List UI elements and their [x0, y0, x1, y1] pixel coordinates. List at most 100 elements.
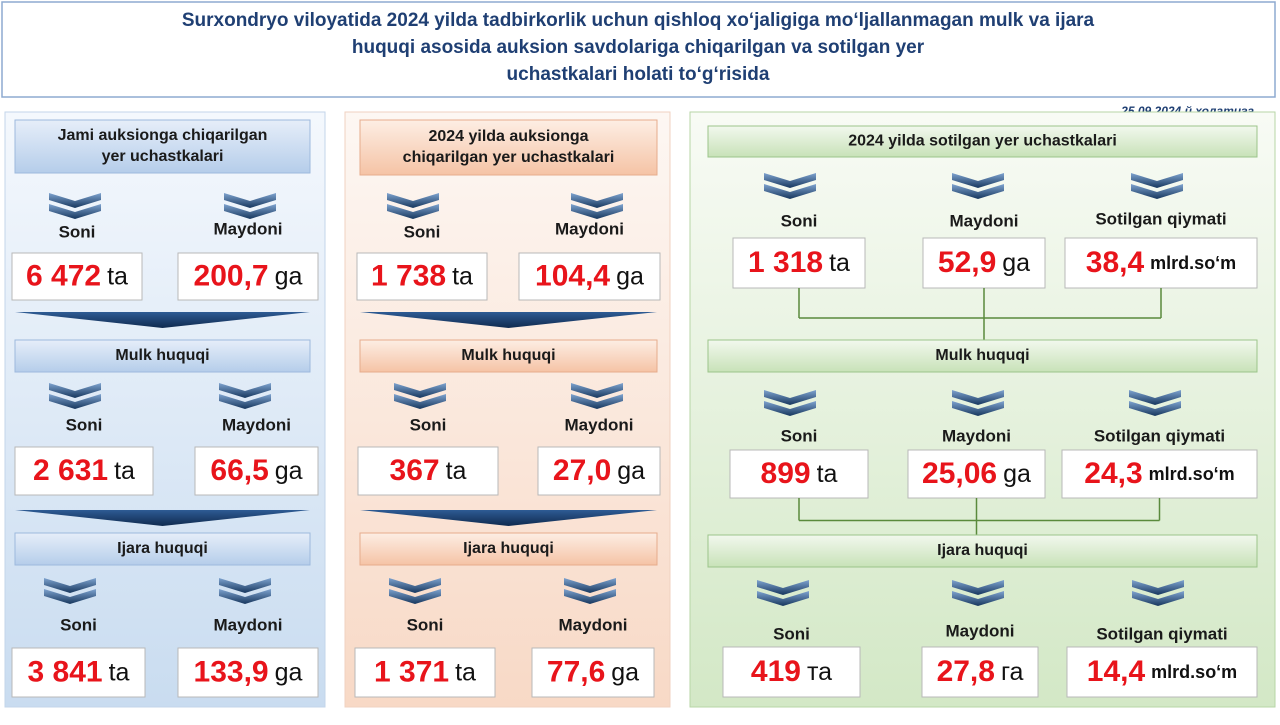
title-line: uchastkalari holati to‘g‘risida [507, 64, 770, 85]
section-heading: Mulk huquqi [115, 347, 209, 364]
value-unit: mlrd.so‘m [1150, 253, 1236, 273]
value-box [357, 446, 499, 496]
value-box [11, 252, 143, 301]
item-label: Sotilgan qiymati [1096, 624, 1227, 643]
item-label: Maydoni [214, 615, 283, 634]
value-box [177, 647, 319, 698]
item-label: Soni [407, 615, 444, 634]
value-text: 1 318 ta [748, 246, 850, 279]
chevron [219, 589, 271, 604]
chevron [764, 173, 816, 188]
chevron [224, 204, 276, 219]
chevron [219, 394, 271, 409]
value-number: 1 318 [748, 246, 823, 279]
value-number: 3 841 [28, 655, 103, 688]
flow-arrow [360, 312, 657, 328]
section-heading: 2024 yilda sotilgan yer uchastkalari [848, 133, 1117, 150]
chevron [1131, 184, 1183, 199]
value-text: 1 371 ta [374, 655, 476, 688]
value-unit: ga [1003, 460, 1031, 488]
value-text: 77,6 ga [547, 655, 639, 688]
item-label: Soni [781, 211, 818, 230]
chevron [952, 591, 1004, 606]
chevron [394, 394, 446, 409]
value-unit: ta [829, 249, 850, 277]
section-heading: yer uchastkalari [102, 148, 224, 165]
section-heading-box [14, 119, 311, 174]
value-unit: ta [107, 262, 128, 290]
section-heading-box [359, 532, 658, 566]
value-unit: ta [452, 262, 473, 290]
value-unit: ta [114, 457, 135, 485]
value-box [356, 252, 488, 301]
value-number: 25,06 [922, 457, 997, 490]
value-unit: ga [616, 262, 644, 290]
chevron [952, 173, 1004, 188]
value-number: 77,6 [547, 655, 605, 688]
value-box [354, 647, 496, 698]
value-text: 1 738 ta [371, 259, 473, 292]
header-box [1, 1, 1276, 98]
value-box [722, 646, 861, 698]
value-box [1064, 237, 1258, 289]
chevron [1129, 401, 1181, 416]
value-box [531, 647, 655, 698]
section-heading: Mulk huquqi [461, 347, 555, 364]
item-label: Maydoni [559, 615, 628, 634]
item-label: Soni [60, 615, 97, 634]
section-heading: chiqarilgan yer uchastkalari [403, 149, 615, 166]
value-unit: ga [275, 262, 303, 290]
item-label: Soni [410, 415, 447, 434]
value-box [537, 446, 661, 496]
value-text: 52,9 ga [938, 246, 1030, 279]
value-text: 14,4 mlrd.so‘m [1087, 655, 1237, 688]
value-number: 24,3 [1084, 457, 1142, 490]
chevron [219, 578, 271, 593]
value-box [194, 446, 319, 496]
item-label: Sotilgan qiymati [1095, 209, 1226, 228]
chevron [952, 184, 1004, 199]
value-unit: mlrd.so‘m [1149, 464, 1235, 484]
value-unit: mlrd.so‘m [1151, 662, 1237, 682]
value-unit: ga [275, 457, 303, 485]
value-text: 133,9 ga [194, 655, 303, 688]
item-label: Maydoni [942, 426, 1011, 445]
value-unit: ga [1002, 249, 1030, 277]
value-text: 419 та [751, 655, 832, 688]
value-box [921, 646, 1039, 698]
value-unit: ta [817, 460, 838, 488]
chevron [571, 383, 623, 398]
chevron [952, 401, 1004, 416]
chevron [389, 589, 441, 604]
chevron [49, 193, 101, 208]
chevron [49, 394, 101, 409]
value-box [518, 252, 661, 301]
item-label: Soni [66, 415, 103, 434]
section-heading: Mulk huquqi [935, 347, 1029, 364]
value-box [922, 237, 1046, 289]
section-heading: Ijara huquqi [937, 542, 1028, 559]
chevron [387, 204, 439, 219]
chevron [1129, 390, 1181, 405]
value-number: 66,5 [210, 454, 268, 487]
chevron [952, 390, 1004, 405]
value-number: 52,9 [938, 246, 996, 279]
item-label: Maydoni [946, 621, 1015, 640]
value-number: 6 472 [26, 259, 101, 292]
item-label: Maydoni [555, 219, 624, 238]
chevron [1132, 591, 1184, 606]
value-text: 367 ta [390, 454, 467, 487]
chevron [952, 580, 1004, 595]
value-text: 104,4 ga [535, 259, 644, 292]
chevron [387, 193, 439, 208]
title-line: huquqi asosida auksion savdolariga chiqa… [352, 37, 925, 58]
chevron [571, 193, 623, 208]
section-heading-box [359, 339, 658, 373]
value-number: 419 [751, 655, 801, 688]
value-text: 27,0 ga [553, 454, 645, 487]
value-number: 104,4 [535, 259, 610, 292]
value-unit: ga [275, 658, 303, 686]
value-number: 14,4 [1087, 655, 1146, 688]
chevron [564, 589, 616, 604]
section-heading: Jami auksionga chiqarilgan [58, 127, 268, 144]
